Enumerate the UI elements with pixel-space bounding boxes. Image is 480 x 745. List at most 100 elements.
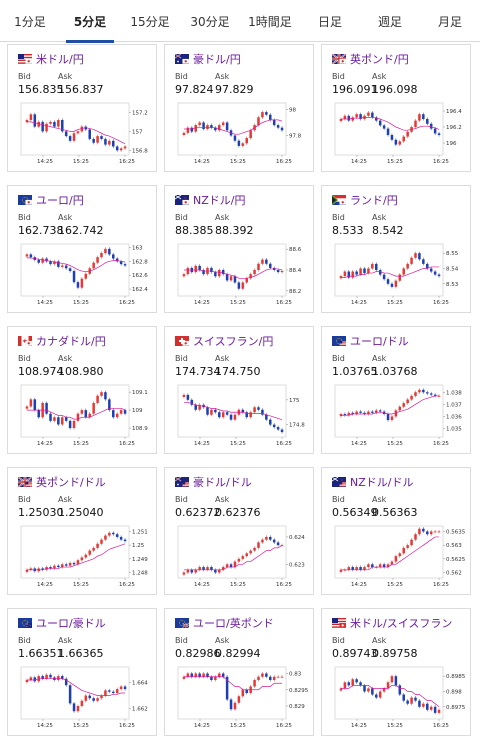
candle-body bbox=[194, 569, 197, 573]
price-chart[interactable]: 109.1 109 108.9 14:25 15:25 16:25 bbox=[11, 381, 157, 453]
tab-daily[interactable]: 日足 bbox=[317, 15, 342, 29]
tab-15min[interactable]: 15分足 bbox=[130, 15, 170, 29]
card-title[interactable]: ユーロ/豪ドル bbox=[18, 616, 106, 630]
eu-flag-icon bbox=[18, 195, 32, 205]
card-title[interactable]: 豪ドル/ドル bbox=[175, 475, 252, 489]
card-title[interactable]: カナダドル/円 bbox=[18, 334, 106, 348]
price-chart[interactable]: 163 162.8 162.6 162.4 14:25 15:25 16:25 bbox=[11, 240, 157, 312]
rate-card[interactable]: スイスフラン/円 Bid Ask 174.734 174.750 175 174.8 14:2… bbox=[164, 326, 314, 454]
currency-pair-label[interactable]: ユーロ/豪ドル bbox=[36, 617, 106, 630]
candle-body bbox=[355, 411, 358, 415]
candle-body bbox=[190, 569, 194, 573]
currency-pair-label[interactable]: 米ドル/スイスフラン bbox=[350, 617, 453, 630]
candle-body bbox=[375, 263, 378, 270]
currency-pair-label[interactable]: 米ドル/円 bbox=[36, 53, 84, 66]
card-title[interactable]: ユーロ/ドル bbox=[332, 334, 409, 348]
price-chart[interactable]: 0.5635 0.563 0.5625 0.562 14:25 15:25 16:25 bbox=[325, 522, 471, 594]
moving-average-line bbox=[26, 678, 126, 696]
ask-value: 174.750 bbox=[215, 365, 261, 378]
rate-card[interactable]: NZドル/ドル Bid Ask 0.56349 0.56363 0.5635 0.563 0.… bbox=[321, 467, 471, 595]
rate-card[interactable]: ユーロ/ドル Bid Ask 1.03765 1.03768 1.038 1.037 1.03… bbox=[321, 326, 471, 454]
price-chart[interactable]: 0.8985 0.898 0.8975 14:25 15:25 16:25 bbox=[325, 663, 471, 735]
currency-pair-label[interactable]: ユーロ/英ポンド bbox=[193, 617, 274, 630]
currency-pair-label[interactable]: 豪ドル/円 bbox=[193, 53, 241, 66]
currency-pair-label[interactable]: 英ポンド/ドル bbox=[36, 476, 106, 489]
candle-body bbox=[53, 121, 56, 127]
currency-pair-label[interactable]: ユーロ/円 bbox=[36, 194, 84, 207]
y-tick-label: 1.25 bbox=[132, 543, 145, 549]
currency-pair-label[interactable]: NZドル/ドル bbox=[350, 476, 414, 489]
tab-weekly[interactable]: 週足 bbox=[377, 15, 402, 29]
price-chart[interactable]: 0.624 0.623 14:25 15:25 16:25 bbox=[168, 522, 314, 594]
candle-body bbox=[123, 539, 127, 542]
candle-body bbox=[426, 119, 429, 124]
candle-body bbox=[96, 543, 99, 548]
card-title[interactable]: NZドル/円 bbox=[175, 193, 245, 207]
currency-pair-label[interactable]: 英ポンド/円 bbox=[350, 53, 409, 66]
candle-body bbox=[280, 271, 284, 273]
tab-monthly[interactable]: 月足 bbox=[437, 15, 462, 29]
candle-body bbox=[343, 271, 347, 277]
currency-pair-label[interactable]: ランド/円 bbox=[350, 194, 398, 207]
y-tick-label: 0.623 bbox=[289, 562, 305, 568]
y-tick-label: 1.038 bbox=[446, 390, 462, 396]
price-chart[interactable]: 1.251 1.25 1.249 1.248 14:25 15:25 16:25 bbox=[11, 522, 157, 594]
x-tick-label: 16:25 bbox=[276, 723, 292, 729]
card-title[interactable]: 英ポンド/ドル bbox=[18, 475, 106, 489]
rate-card[interactable]: カナダドル/円 Bid Ask 108.974 108.980 109.1 109 108.9… bbox=[7, 326, 157, 454]
price-chart[interactable]: 98 97.8 14:25 15:25 16:25 bbox=[168, 99, 314, 171]
candle-body bbox=[119, 148, 123, 151]
card-title[interactable]: 米ドル/円 bbox=[18, 52, 84, 66]
rate-card[interactable]: ユーロ/英ポンド Bid Ask 0.82986 0.82994 0.83 0.8295 0.… bbox=[164, 608, 314, 736]
candle-body bbox=[233, 414, 237, 420]
candle-body bbox=[37, 259, 40, 263]
candle-body bbox=[190, 673, 194, 677]
rate-card[interactable]: NZドル/円 Bid Ask 88.385 88.392 88.6 88.4 88.2 14:2… bbox=[164, 185, 314, 313]
card-title[interactable]: NZドル/ドル bbox=[332, 475, 413, 489]
card-title[interactable]: ユーロ/円 bbox=[18, 193, 84, 207]
price-chart[interactable]: 0.83 0.8295 0.829 14:25 15:25 16:25 bbox=[168, 663, 314, 735]
currency-pair-label[interactable]: NZドル/円 bbox=[193, 194, 246, 207]
rate-card[interactable]: 豪ドル/ドル Bid Ask 0.62372 0.62376 0.624 0.623 14:2… bbox=[164, 467, 314, 595]
currency-pair-label[interactable]: スイスフラン/円 bbox=[193, 335, 274, 348]
candle-body bbox=[210, 125, 213, 128]
price-chart[interactable]: 88.6 88.4 88.2 14:25 15:25 16:25 bbox=[168, 240, 314, 312]
price-chart[interactable]: 8.55 8.54 8.53 14:25 15:25 16:25 bbox=[325, 240, 471, 312]
price-chart[interactable]: 175 174.8 14:25 15:25 16:25 bbox=[168, 381, 314, 453]
candle-body bbox=[241, 282, 245, 289]
currency-pair-label[interactable]: ユーロ/ドル bbox=[350, 335, 409, 348]
rate-card[interactable]: 英ポンド/ドル Bid Ask 1.25030 1.25040 1.251 1.25 1.24… bbox=[7, 467, 157, 595]
candle-body bbox=[426, 392, 429, 394]
tab-30min[interactable]: 30分足 bbox=[190, 15, 230, 29]
candle-body bbox=[367, 564, 370, 568]
price-chart[interactable]: 196.4 196.2 196 14:25 15:25 16:25 bbox=[325, 99, 471, 171]
candle-body bbox=[68, 136, 72, 141]
rate-card[interactable]: 米ドル/スイスフラン Bid Ask 0.89743 0.89758 0.8985 0.89… bbox=[321, 608, 471, 736]
card-title[interactable]: ユーロ/英ポンド bbox=[175, 616, 274, 630]
currency-pair-label[interactable]: 豪ドル/ドル bbox=[193, 476, 252, 489]
rate-card[interactable]: ユーロ/円 Bid Ask 162.738 162.742 163 162.8 162.6 16… bbox=[7, 185, 157, 313]
ask-value: 0.62376 bbox=[215, 506, 261, 519]
card-title[interactable]: スイスフラン/円 bbox=[175, 334, 273, 348]
currency-pair-label[interactable]: カナダドル/円 bbox=[36, 335, 106, 348]
tab-1hour[interactable]: 1時間足 bbox=[248, 15, 292, 29]
candle-body bbox=[367, 688, 370, 692]
rate-card[interactable]: ランド/円 Bid Ask 8.533 8.542 8.55 8.54 8.53 14:25 15… bbox=[321, 185, 471, 313]
rate-card[interactable]: 英ポンド/円 Bid Ask 196.091 196.098 196.4 196.2 196 1… bbox=[321, 44, 471, 172]
price-chart[interactable]: 157.2 157 156.8 14:25 15:25 16:25 bbox=[11, 99, 157, 171]
candle-body bbox=[375, 694, 378, 698]
rate-card[interactable]: 米ドル/円 Bid Ask 156.835 156.837 157.2 157 156.8 14… bbox=[7, 44, 157, 172]
card-title[interactable]: 英ポンド/円 bbox=[332, 52, 409, 66]
rate-card[interactable]: ユーロ/豪ドル Bid Ask 1.66351 1.66365 1.664 1.662 14:… bbox=[7, 608, 157, 736]
tab-1min[interactable]: 1分足 bbox=[14, 15, 46, 29]
price-chart[interactable]: 1.664 1.662 14:25 15:25 16:25 bbox=[11, 663, 157, 735]
candle-body bbox=[429, 531, 433, 535]
rate-card[interactable]: 豪ドル/円 Bid Ask 97.824 97.829 98 97.8 14:25 15:25 1… bbox=[164, 44, 314, 172]
price-chart[interactable]: 1.038 1.037 1.036 1.035 14:25 15:25 16:25 bbox=[325, 381, 471, 453]
tab-5min[interactable]: 5分足 bbox=[60, 0, 120, 43]
card-title[interactable]: 豪ドル/円 bbox=[175, 52, 241, 66]
candle-body bbox=[72, 562, 76, 565]
card-title[interactable]: ランド/円 bbox=[332, 193, 398, 207]
candle-body bbox=[245, 278, 248, 283]
card-title[interactable]: 米ドル/スイスフラン bbox=[332, 616, 452, 630]
